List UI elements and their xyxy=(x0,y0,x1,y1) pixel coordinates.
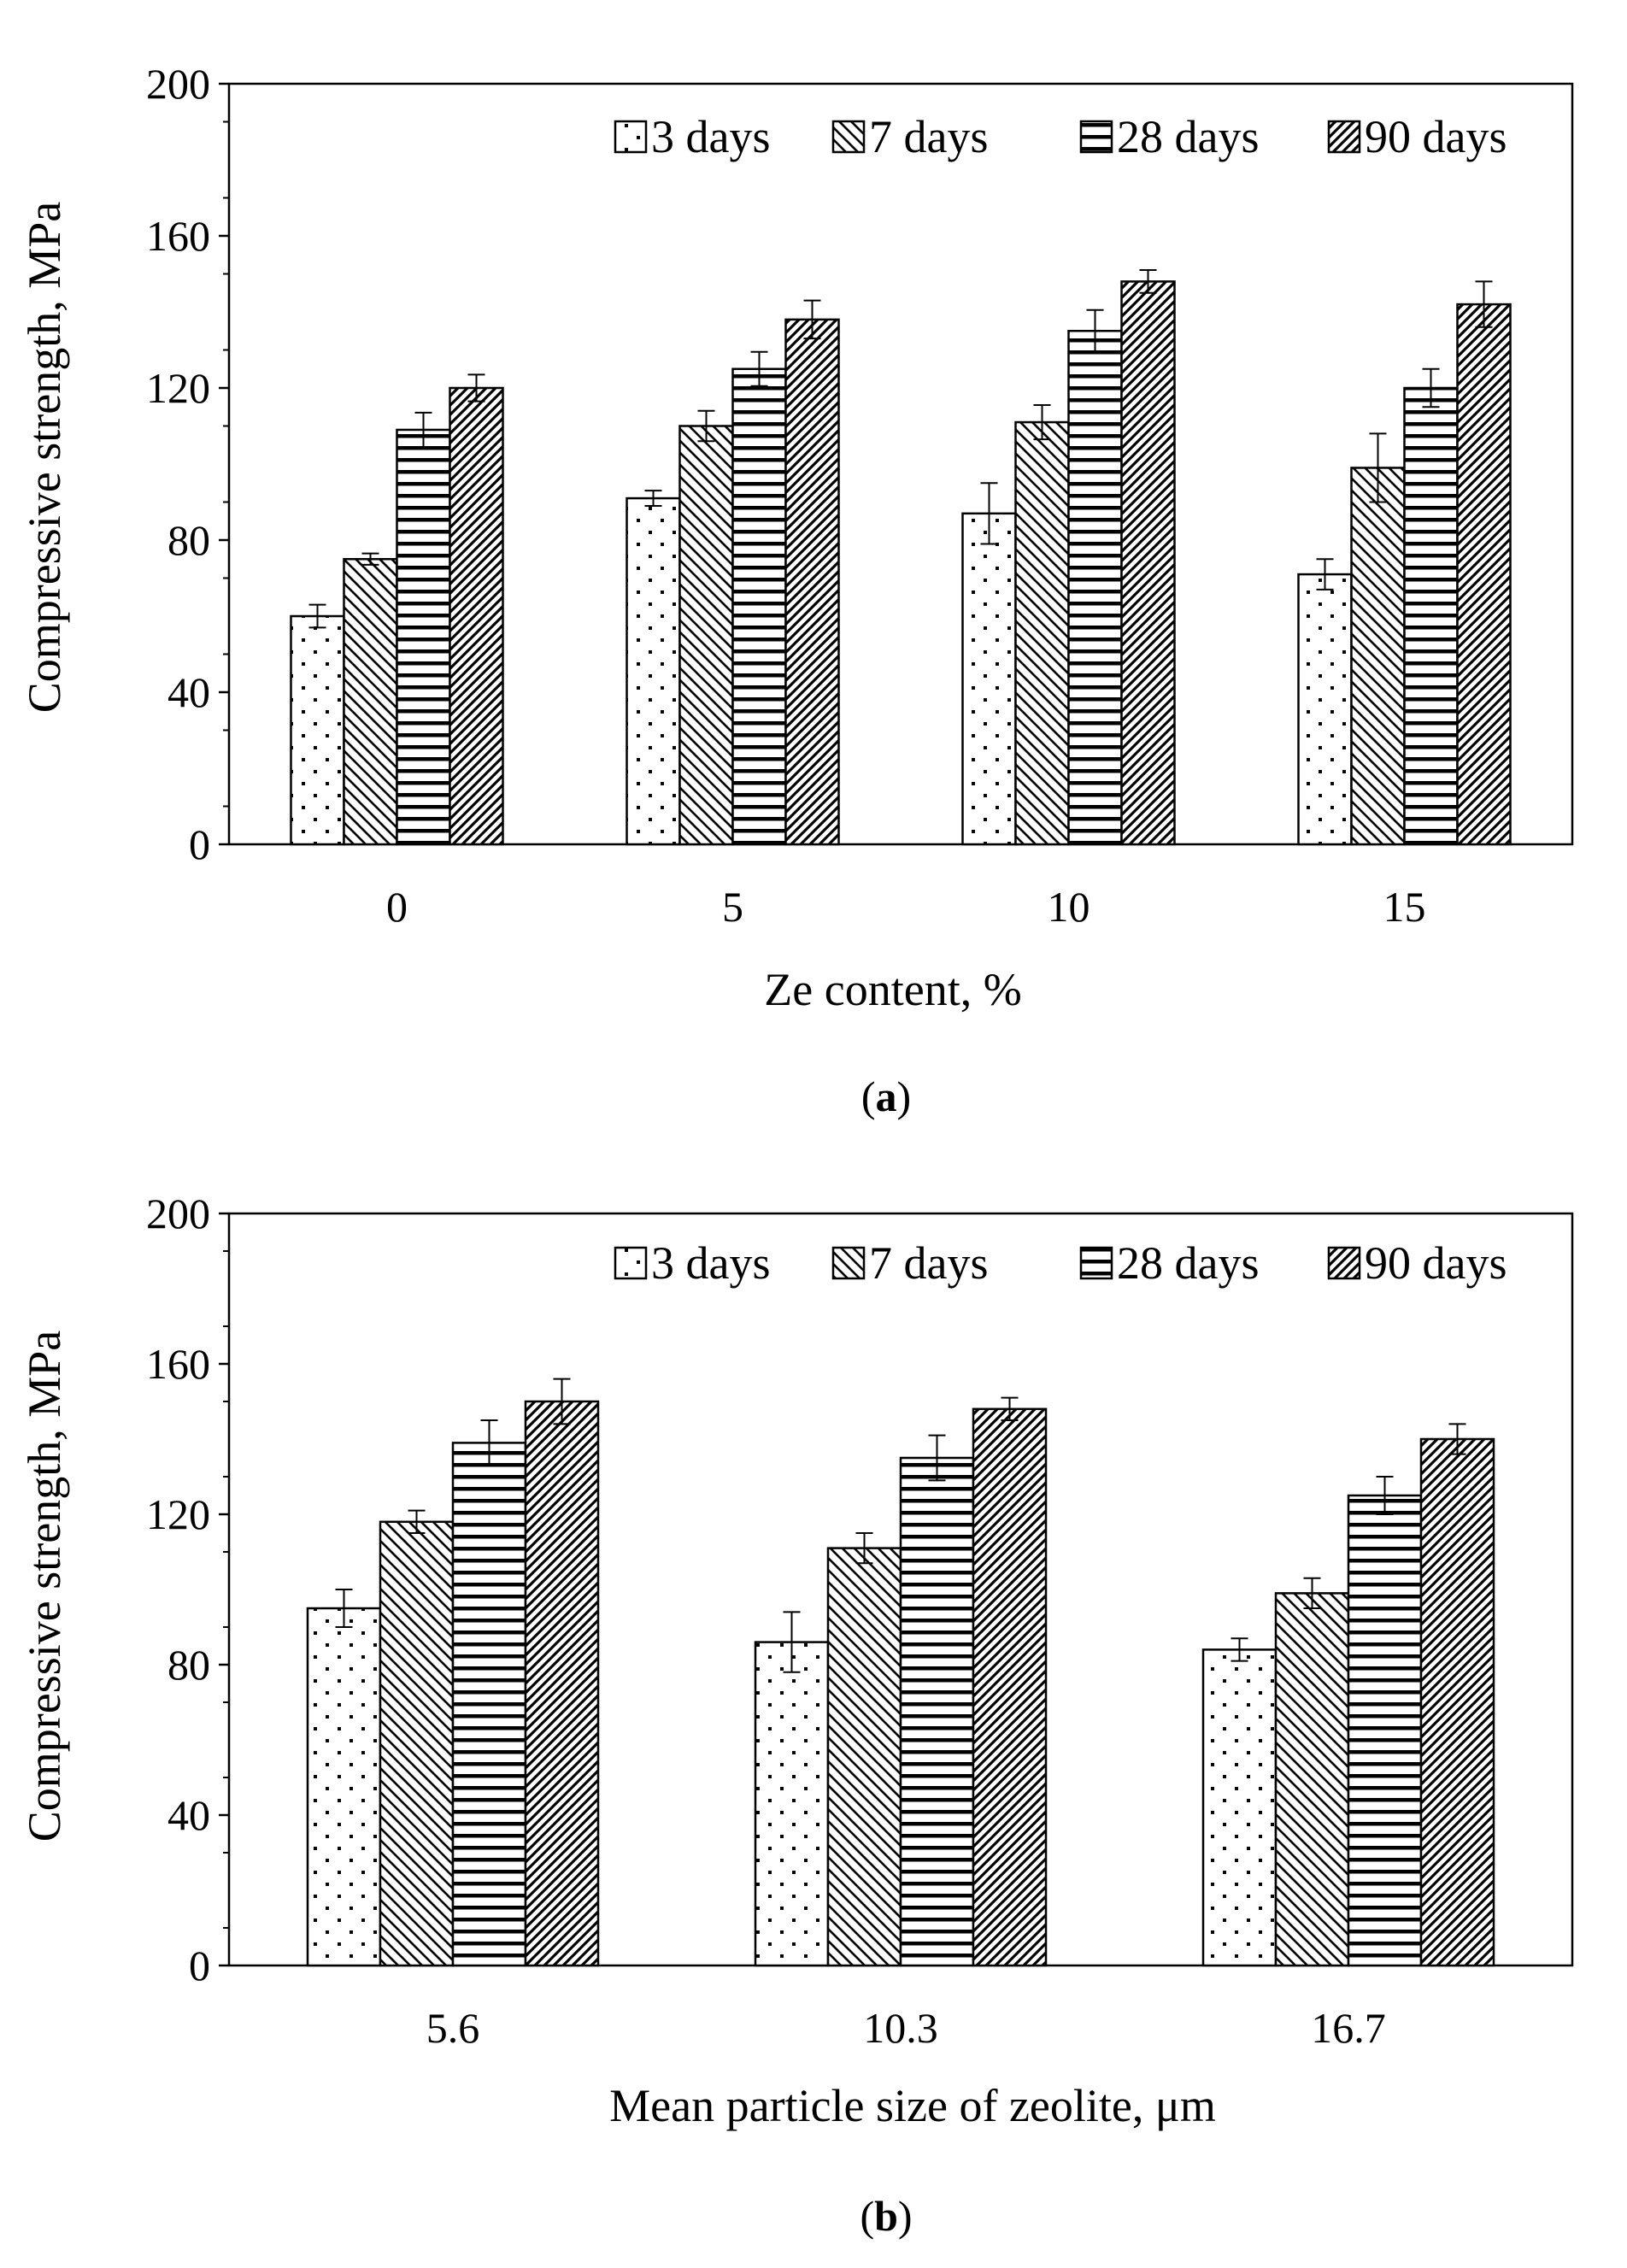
y-tick-label: 160 xyxy=(146,212,210,260)
bar xyxy=(899,1456,975,1967)
bar xyxy=(306,1607,382,1967)
bar xyxy=(1456,303,1512,846)
chart-panel-a: Compressive strength, MPa Ze content, % … xyxy=(19,60,1574,1120)
legend-swatch xyxy=(614,120,648,154)
bar xyxy=(1347,1494,1423,1967)
legend-swatch xyxy=(1327,1246,1361,1280)
bar xyxy=(449,386,504,846)
legend-swatch xyxy=(614,1246,648,1280)
legend-label: 28 days xyxy=(1117,1237,1259,1289)
x-tick-label: 15 xyxy=(1383,883,1426,931)
y-axis-title: Compressive strength, MPa xyxy=(19,202,70,713)
bar xyxy=(784,318,840,846)
x-tick-label: 5 xyxy=(722,883,743,931)
bar xyxy=(379,1520,455,1967)
y-tick-label: 200 xyxy=(146,60,210,108)
legend-swatch xyxy=(1079,1246,1113,1280)
legend: 3 days 7 days 28 days 90 days xyxy=(614,111,1507,162)
legend-swatch xyxy=(1079,120,1113,154)
bar xyxy=(961,512,1017,846)
y-tick-label: 40 xyxy=(167,668,210,716)
legend-label: 28 days xyxy=(1117,111,1259,162)
bar xyxy=(1201,1648,1278,1967)
legend-label: 3 days xyxy=(651,111,770,162)
bar xyxy=(1014,420,1070,846)
legend-swatch xyxy=(831,1246,866,1280)
y-tick-label: 80 xyxy=(167,1641,210,1689)
panel-caption: (b) xyxy=(860,2192,912,2240)
legend: 3 days 7 days 28 days 90 days xyxy=(614,1237,1507,1289)
x-tick-label: 10.3 xyxy=(863,2004,938,2052)
y-tick-label: 0 xyxy=(189,820,210,868)
legend-swatch xyxy=(831,120,866,154)
bar xyxy=(1403,386,1459,846)
bar xyxy=(524,1400,600,1967)
legend-label: 7 days xyxy=(869,111,988,162)
legend-label: 3 days xyxy=(651,1237,770,1289)
legend-label: 7 days xyxy=(869,1237,988,1289)
x-tick-label: 5.6 xyxy=(426,2004,480,2052)
bar xyxy=(1297,573,1353,846)
bar xyxy=(1350,467,1406,846)
bar xyxy=(1120,280,1176,846)
y-tick-label: 200 xyxy=(146,1190,210,1237)
bar xyxy=(731,367,787,846)
bar xyxy=(1419,1437,1495,1967)
bar xyxy=(754,1641,830,1967)
x-tick-label: 0 xyxy=(386,883,408,931)
y-axis-title: Compressive strength, MPa xyxy=(19,1331,70,1842)
bar xyxy=(678,425,734,846)
legend-swatch xyxy=(1327,120,1361,154)
bar xyxy=(1274,1592,1350,1967)
bar xyxy=(451,1442,527,1967)
x-axis-title: Mean particle size of zeolite, μm xyxy=(609,2080,1216,2131)
bar xyxy=(626,496,681,846)
y-tick-label: 160 xyxy=(146,1340,210,1388)
y-tick-label: 0 xyxy=(189,1942,210,1989)
bar xyxy=(396,428,451,846)
bar xyxy=(826,1547,902,1967)
x-axis-title: Ze content, % xyxy=(764,964,1021,1015)
plot-frame xyxy=(227,82,1574,846)
legend-label: 90 days xyxy=(1365,111,1507,162)
y-tick-label: 80 xyxy=(167,516,210,564)
y-tick-label: 40 xyxy=(167,1791,210,1839)
y-tick-label: 120 xyxy=(146,1490,210,1538)
bar xyxy=(290,614,345,846)
x-tick-label: 16.7 xyxy=(1311,2004,1386,2052)
bar xyxy=(972,1407,1048,1967)
bar xyxy=(343,558,398,846)
chart-panel-b: Compressive strength, MPa Mean particle … xyxy=(19,1190,1574,2240)
panel-caption: (a) xyxy=(861,1072,911,1120)
legend-label: 90 days xyxy=(1365,1237,1507,1289)
x-tick-label: 10 xyxy=(1048,883,1090,931)
bar xyxy=(1067,330,1123,846)
y-tick-label: 120 xyxy=(146,364,210,412)
